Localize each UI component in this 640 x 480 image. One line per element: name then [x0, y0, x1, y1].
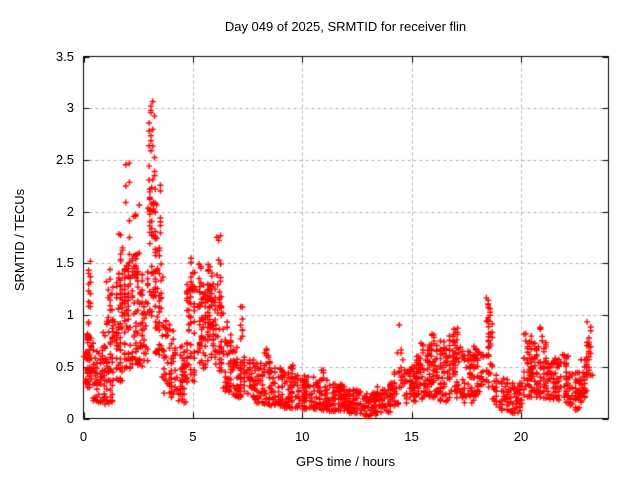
chart-title: Day 049 of 2025, SRMTID for receiver fli…: [224, 19, 467, 34]
y-tick-label: 0: [66, 410, 74, 426]
y-tick-label: 2: [66, 203, 74, 219]
x-tick-label: 5: [189, 429, 197, 444]
x-tick-label: 20: [513, 429, 529, 444]
x-tick-label: 0: [79, 429, 88, 444]
x-axis-label: GPS time / hours: [296, 454, 395, 469]
y-tick-label: 1: [66, 307, 74, 323]
x-tick-label: 15: [404, 429, 419, 444]
y-tick-label: 0.5: [55, 358, 74, 374]
y-tick-label: 3.5: [55, 48, 74, 64]
x-tick-label: 10: [295, 429, 310, 444]
y-tick-label: 1.5: [55, 255, 74, 271]
y-tick-label: 3: [66, 100, 74, 116]
y-tick-label: 2.5: [55, 151, 74, 167]
